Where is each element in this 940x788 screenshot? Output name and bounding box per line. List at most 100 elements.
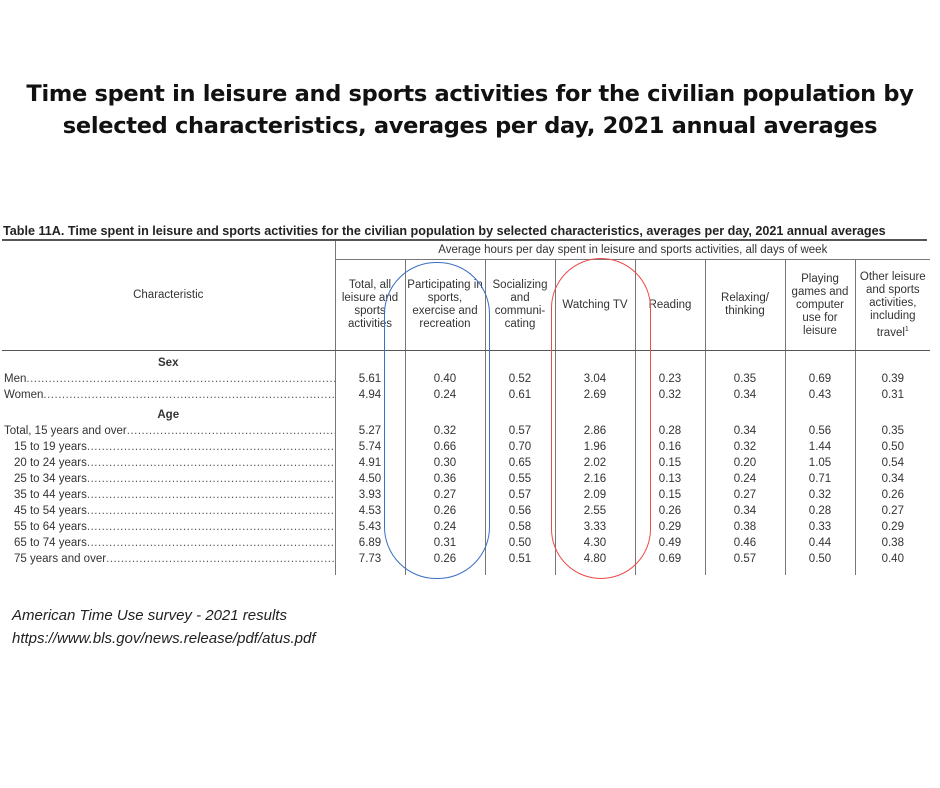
highlight-participating <box>384 262 490 579</box>
leader-dots: ........................................… <box>86 537 335 549</box>
value-cell: 0.34 <box>704 423 785 439</box>
column-header-label: Socializing and communi-cating <box>492 279 548 330</box>
value-cell: 2.09 <box>554 487 635 503</box>
row-label: 65 to 74 years..........................… <box>2 535 335 551</box>
table-row: 35 to 44 years..........................… <box>2 487 931 503</box>
value-cell: 0.61 <box>484 387 555 403</box>
highlight-watching-tv <box>551 258 651 579</box>
table-row: Total, 15 years and over................… <box>2 423 931 439</box>
value-cell: 0.24 <box>704 471 785 487</box>
row-label-text: 25 to 34 years <box>14 473 87 485</box>
value-cell: 0.36 <box>404 471 485 487</box>
row-label: 20 to 24 years..........................… <box>2 455 335 471</box>
value-cell: 5.61 <box>334 371 405 387</box>
value-cell: 0.56 <box>484 503 555 519</box>
source-line-2: https://www.bls.gov/news.release/pdf/atu… <box>12 630 316 647</box>
leader-dots: ........................................… <box>26 373 335 385</box>
value-cell: 4.53 <box>334 503 405 519</box>
row-label: 25 to 34 years..........................… <box>2 471 335 487</box>
value-cell: 0.55 <box>484 471 555 487</box>
row-label-text: 65 to 74 years <box>14 537 87 549</box>
value-cell: 4.91 <box>334 455 405 471</box>
leader-dots: ........................................… <box>43 389 335 401</box>
value-cell: 0.26 <box>404 503 485 519</box>
row-label-text: 15 to 19 years <box>14 441 87 453</box>
table-row: Men.....................................… <box>2 371 931 387</box>
value-cell: 0.24 <box>404 387 485 403</box>
value-cell: 0.49 <box>634 535 705 551</box>
row-label-text: 55 to 64 years <box>14 521 87 533</box>
value-cell: 7.73 <box>334 551 405 567</box>
row-label-text: 35 to 44 years <box>14 489 87 501</box>
value-cell: 0.50 <box>854 439 931 455</box>
value-cell: 0.28 <box>634 423 705 439</box>
value-cell: 0.16 <box>634 439 705 455</box>
value-cell: 3.04 <box>554 371 635 387</box>
group-heading: Sex <box>158 357 179 369</box>
value-cell: 0.13 <box>634 471 705 487</box>
row-label-text: 45 to 54 years <box>14 505 87 517</box>
value-cell: 0.52 <box>484 371 555 387</box>
characteristic-header: Characteristic <box>2 241 335 351</box>
value-cell: 0.27 <box>704 487 785 503</box>
footnote-mark: 1 <box>904 325 909 333</box>
value-cell: 0.57 <box>484 423 555 439</box>
source-line-1: American Time Use survey - 2021 results <box>12 607 287 624</box>
value-cell: 1.44 <box>784 439 855 455</box>
value-cell: 0.15 <box>634 455 705 471</box>
value-cell: 0.34 <box>854 471 931 487</box>
column-header-label: Relaxing/ thinking <box>721 292 769 317</box>
value-cell: 0.38 <box>704 519 785 535</box>
table-caption: Table 11A. Time spent in leisure and spo… <box>3 224 886 238</box>
value-cell: 0.69 <box>784 371 855 387</box>
value-cell: 2.16 <box>554 471 635 487</box>
column-header: Relaxing/ thinking <box>704 259 785 351</box>
leader-dots: ........................................… <box>126 425 335 437</box>
value-cell: 0.51 <box>484 551 555 567</box>
column-header: Playing games and computer use for leisu… <box>784 259 855 351</box>
value-cell: 0.40 <box>404 371 485 387</box>
value-cell: 0.39 <box>854 371 931 387</box>
value-cell: 0.33 <box>784 519 855 535</box>
table-row: 20 to 24 years..........................… <box>2 455 931 471</box>
row-label-text: Men <box>4 373 27 385</box>
group-row: Age <box>2 403 931 423</box>
value-cell: 0.26 <box>634 503 705 519</box>
value-cell: 0.56 <box>784 423 855 439</box>
value-cell: 4.94 <box>334 387 405 403</box>
row-label: Total, 15 years and over................… <box>2 423 335 439</box>
value-cell: 0.58 <box>484 519 555 535</box>
row-label: Men.....................................… <box>2 371 335 387</box>
value-cell: 0.15 <box>634 487 705 503</box>
leader-dots: ........................................… <box>86 505 335 517</box>
value-cell: 0.46 <box>704 535 785 551</box>
value-cell: 0.27 <box>854 503 931 519</box>
spanner-header: Average hours per day spent in leisure a… <box>334 241 931 260</box>
column-header: Socializing and communi-cating <box>484 259 555 351</box>
value-cell: 0.40 <box>854 551 931 567</box>
column-header-label: Other leisure and sports activities, inc… <box>859 270 926 339</box>
column-header-label: Reading <box>648 298 692 311</box>
value-cell: 0.31 <box>854 387 931 403</box>
row-label-text: 20 to 24 years <box>14 457 87 469</box>
value-cell: 0.34 <box>704 503 785 519</box>
value-cell: 5.27 <box>334 423 405 439</box>
value-cell: 0.32 <box>404 423 485 439</box>
value-cell: 0.29 <box>854 519 931 535</box>
value-cell: 0.69 <box>634 551 705 567</box>
leader-dots: ........................................… <box>86 457 335 469</box>
value-cell: 0.70 <box>484 439 555 455</box>
row-label-text: 75 years and over <box>14 553 107 565</box>
row-label: 15 to 19 years..........................… <box>2 439 335 455</box>
table-row: 45 to 54 years..........................… <box>2 503 931 519</box>
column-header-label: Total, all leisure and sports activities <box>341 279 399 330</box>
value-cell: 0.35 <box>704 371 785 387</box>
row-label-text: Women <box>4 389 44 401</box>
page-title: Time spent in leisure and sports activit… <box>0 78 940 142</box>
value-cell: 0.23 <box>634 371 705 387</box>
value-cell: 0.30 <box>404 455 485 471</box>
value-cell: 0.44 <box>784 535 855 551</box>
value-cell: 0.50 <box>484 535 555 551</box>
column-header-label: Playing games and computer use for leisu… <box>791 272 849 337</box>
